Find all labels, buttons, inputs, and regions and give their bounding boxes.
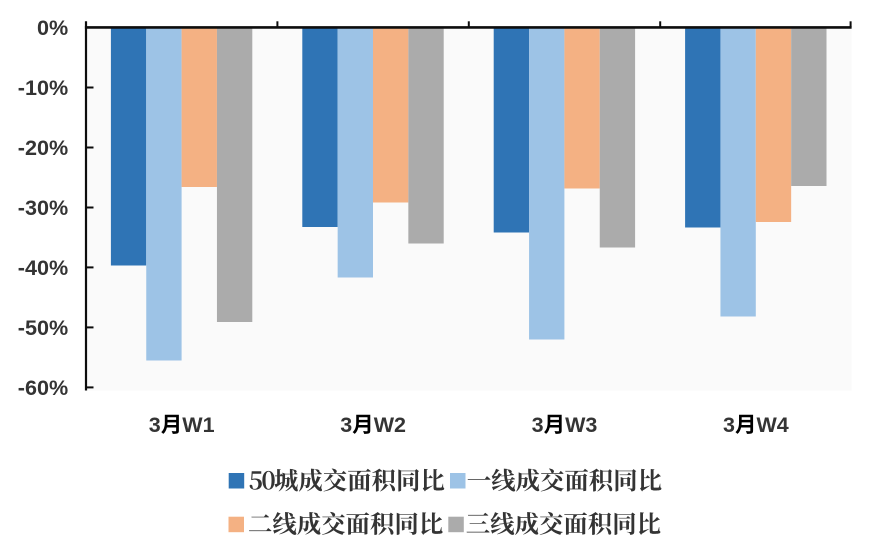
svg-text:3: 3 <box>532 413 544 437</box>
svg-text:-20%: -20% <box>18 135 68 160</box>
svg-text:3: 3 <box>723 413 735 437</box>
svg-text:-40%: -40% <box>18 255 68 280</box>
svg-text:W2: W2 <box>374 413 406 437</box>
svg-text:W3: W3 <box>565 413 597 437</box>
svg-text:-10%: -10% <box>18 75 68 100</box>
svg-text:3: 3 <box>340 413 352 437</box>
svg-text:W1: W1 <box>182 413 214 437</box>
svg-text:0%: 0% <box>37 15 68 40</box>
svg-text:-30%: -30% <box>18 195 68 220</box>
svg-text:-50%: -50% <box>18 315 68 340</box>
svg-text:3: 3 <box>149 413 161 437</box>
svg-text:W4: W4 <box>757 413 789 437</box>
svg-text:-60%: -60% <box>18 375 68 400</box>
